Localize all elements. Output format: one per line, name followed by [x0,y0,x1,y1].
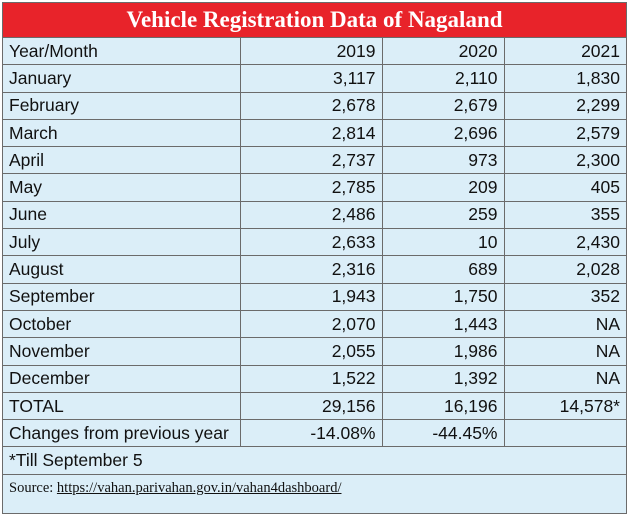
value-cell: 2,110 [381,64,505,93]
table-row: March 2,814 2,696 2,579 [3,118,626,148]
table-row: February 2,678 2,679 2,299 [3,91,626,120]
value-cell: 2,678 [239,91,383,120]
footnote: *Till September 5 [3,447,626,476]
table-row: October 2,070 1,443 NA [3,309,626,339]
row-label-cell: October [3,309,241,339]
value-cell: 405 [503,173,626,202]
value-cell: 2,055 [239,337,383,366]
table-row: January 3,117 2,110 1,830 [3,64,626,93]
table-row: TOTAL 29,156 16,196 14,578* [3,391,626,421]
value-cell: 1,392 [381,364,505,393]
value-cell: 2,070 [239,309,383,339]
table-row: April 2,737 973 2,300 [3,146,626,175]
row-label-cell: September [3,282,241,311]
value-cell: 973 [381,146,505,175]
value-cell: 355 [503,200,626,230]
value-cell: 2,299 [503,91,626,120]
value-cell: 1,986 [381,337,505,366]
value-cell [503,419,626,448]
source-line: Source: https://vahan.parivahan.gov.in/v… [3,475,626,501]
value-cell: 2020 [381,38,505,66]
value-cell: 209 [381,173,505,202]
row-label-cell: TOTAL [3,391,241,421]
table-row: Changes from previous year -14.08% -44.45% [3,419,626,448]
value-cell: 29,156 [239,391,383,421]
value-cell: NA [503,309,626,339]
row-label-cell: March [3,118,241,148]
value-cell: 352 [503,282,626,311]
row-label-cell: May [3,173,241,202]
table-row: December 1,522 1,392 NA [3,364,626,393]
header-row: Year/Month 2019 2020 2021 [3,38,626,66]
value-cell: NA [503,364,626,393]
value-cell: 10 [381,228,505,257]
value-cell: 1,943 [239,282,383,311]
value-cell: 689 [381,255,505,284]
value-cell: 2,486 [239,200,383,230]
value-cell: 2,028 [503,255,626,284]
row-label-cell: November [3,337,241,366]
table-row: August 2,316 689 2,028 [3,255,626,284]
table-row: July 2,633 10 2,430 [3,228,626,257]
value-cell: 2019 [239,38,383,66]
value-cell: 2,316 [239,255,383,284]
value-cell: 16,196 [381,391,505,421]
row-label-cell: June [3,200,241,230]
table-row: May 2,785 209 405 [3,173,626,202]
row-label-cell: December [3,364,241,393]
row-label-cell: July [3,228,241,257]
value-cell: 2,814 [239,118,383,148]
value-cell: -14.08% [239,419,383,448]
value-cell: 2,300 [503,146,626,175]
value-cell: 1,830 [503,64,626,93]
value-cell: 259 [381,200,505,230]
value-cell: 2,737 [239,146,383,175]
source-label: Source: [9,480,54,497]
page-title: Vehicle Registration Data of Nagaland [3,3,626,38]
row-label-cell: August [3,255,241,284]
row-label-cell: Year/Month [3,38,241,66]
value-cell: 2,430 [503,228,626,257]
source-link[interactable]: https://vahan.parivahan.gov.in/vahan4das… [56,480,342,497]
value-cell: 1,522 [239,364,383,393]
value-cell: 3,117 [239,64,383,93]
value-cell: 2,785 [239,173,383,202]
value-cell: 2,579 [503,118,626,148]
value-cell: NA [503,337,626,366]
row-label-cell: Changes from previous year [3,419,241,448]
value-cell: -44.45% [381,419,505,448]
value-cell: 14,578* [503,391,626,421]
table-row: June 2,486 259 355 [3,200,626,230]
value-cell: 2021 [503,38,626,66]
table-row: September 1,943 1,750 352 [3,282,626,311]
table-row: November 2,055 1,986 NA [3,337,626,366]
row-label-cell: January [3,64,241,93]
registration-table: Year/Month 2019 2020 2021 January 3,117 2,110 1… [3,38,626,448]
value-cell: 2,679 [381,91,505,120]
value-cell: 2,633 [239,228,383,257]
value-cell: 1,750 [381,282,505,311]
row-label-cell: February [3,91,241,120]
value-cell: 1,443 [381,309,505,339]
row-label-cell: April [3,146,241,175]
value-cell: 2,696 [381,118,505,148]
